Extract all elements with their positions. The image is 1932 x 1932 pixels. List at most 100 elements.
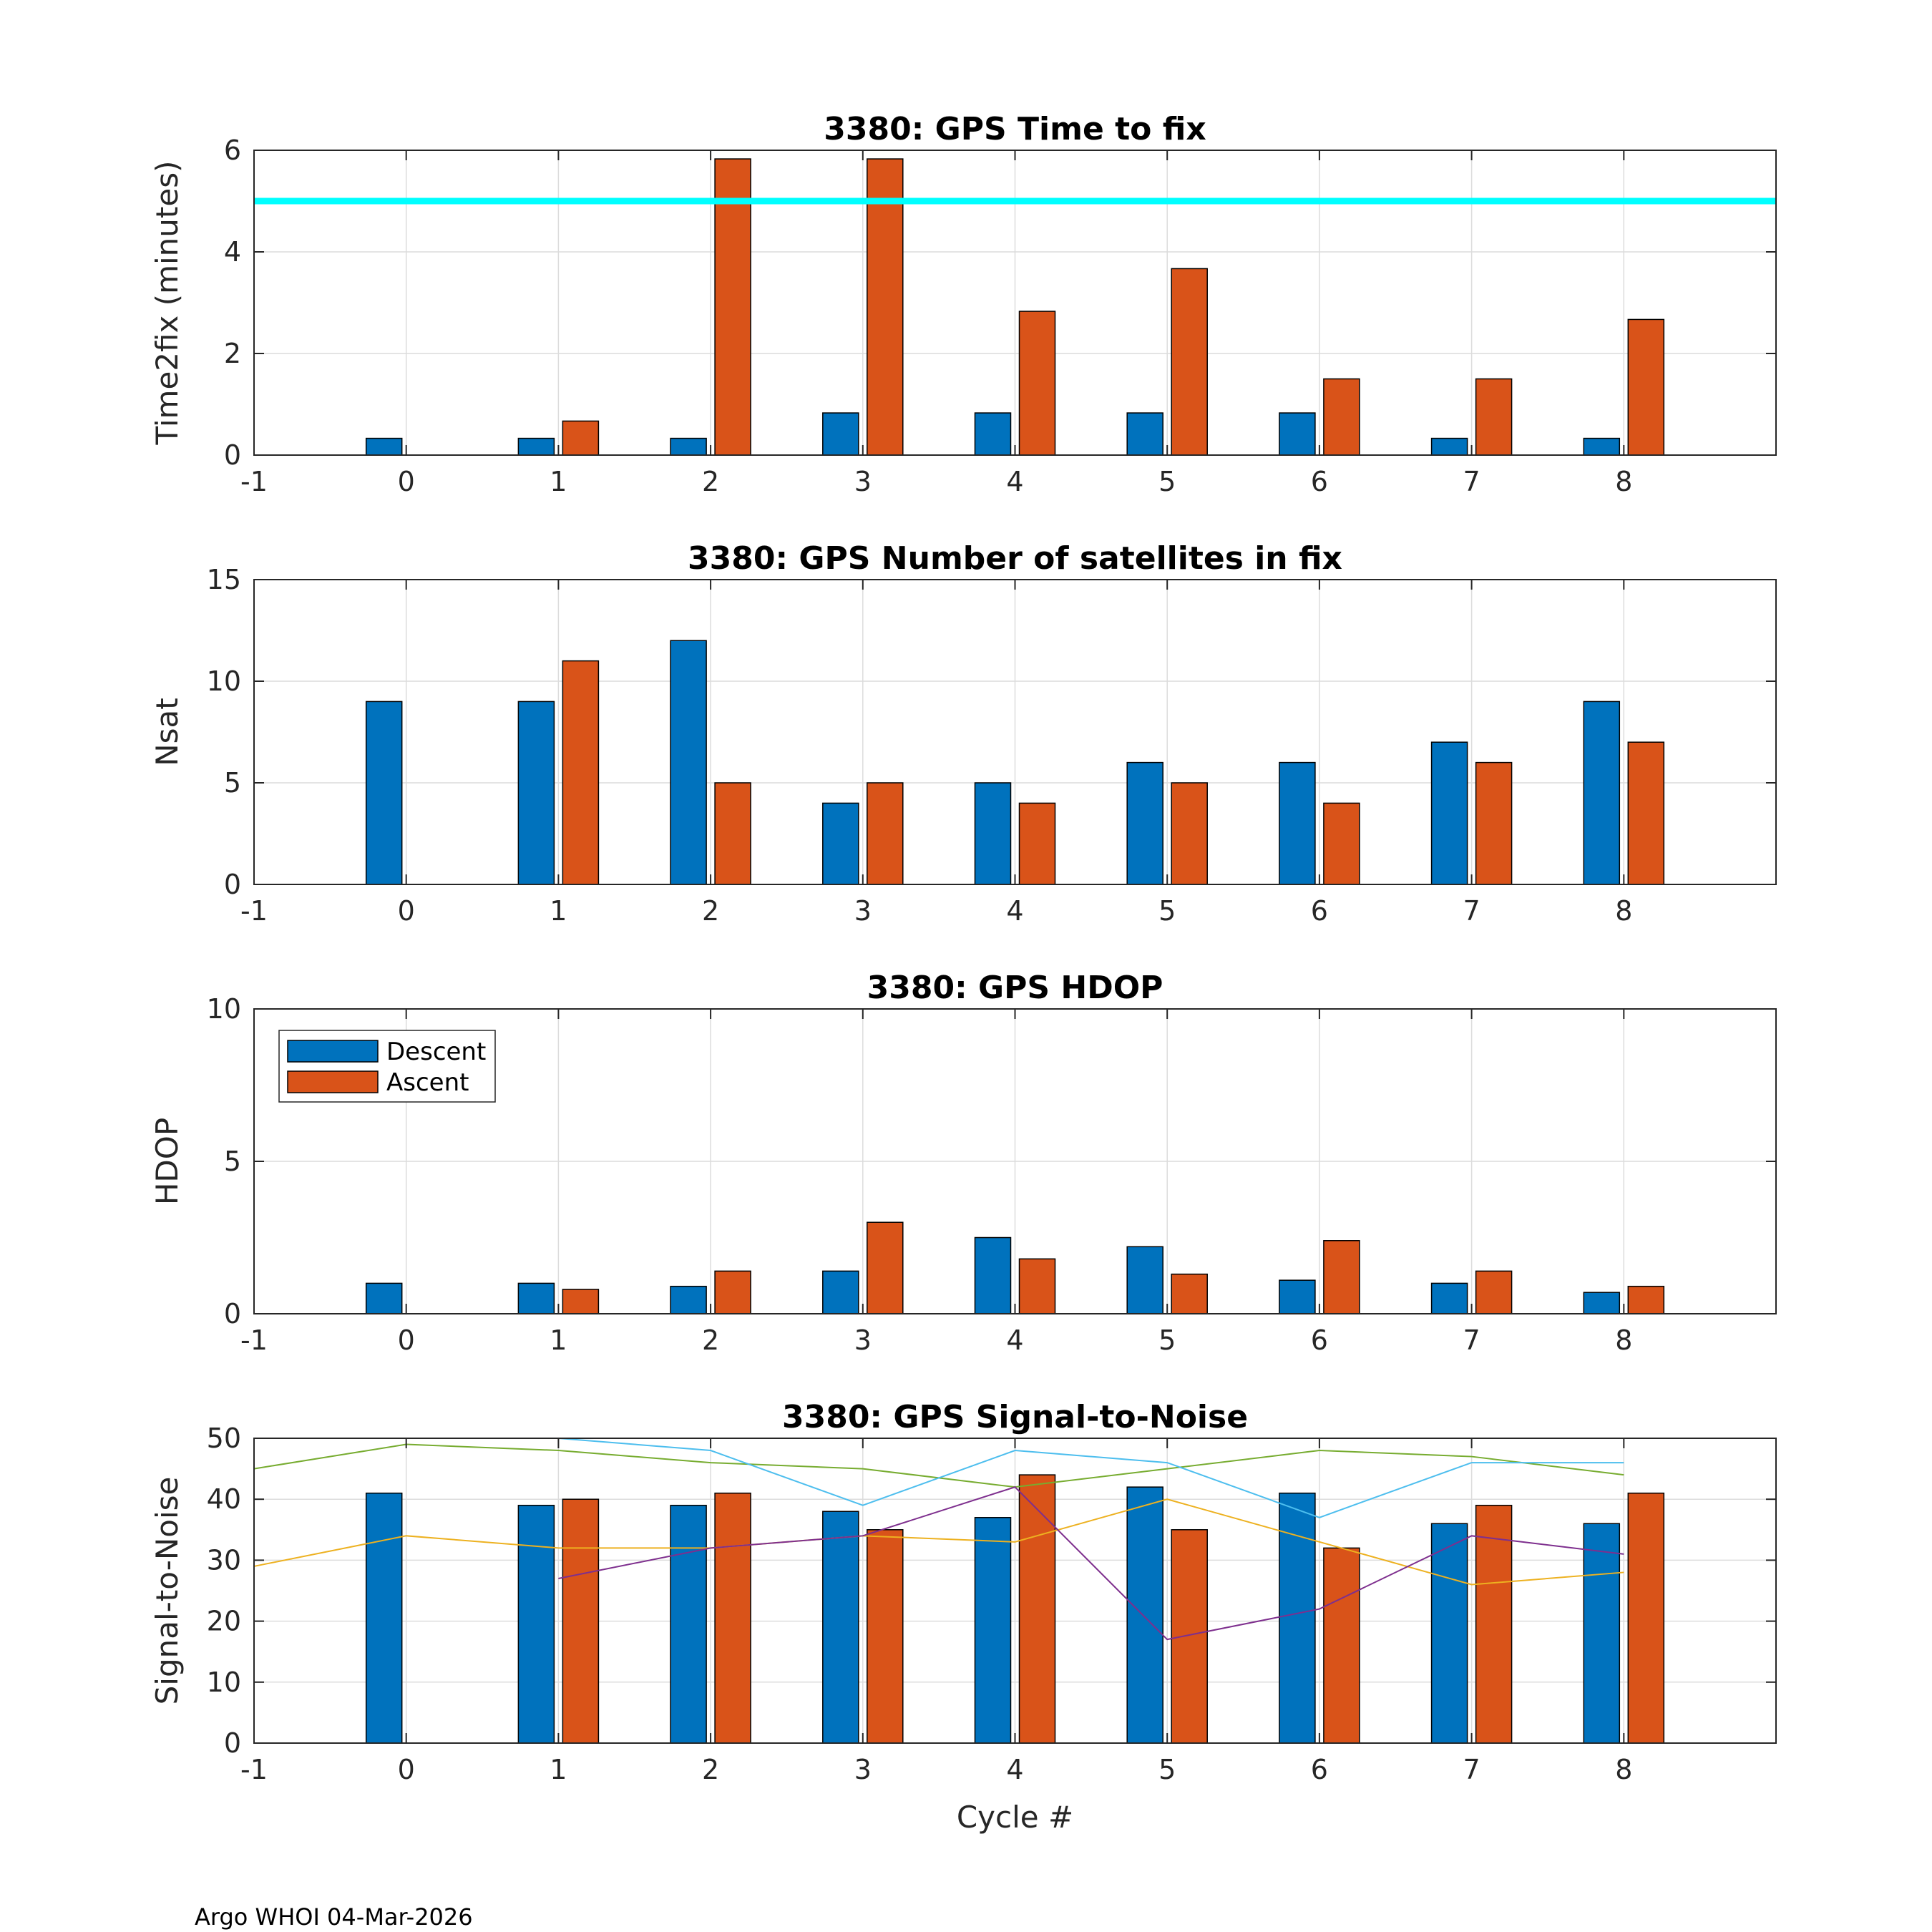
x-tick-label: 3: [854, 895, 872, 927]
x-tick-label: 1: [550, 895, 567, 927]
ascent-bar: [714, 1492, 751, 1744]
ascent-bar: [562, 1498, 600, 1744]
ascent-bar: [1171, 1529, 1208, 1744]
ascent-bar: [1627, 318, 1665, 456]
y-tick-label: 5: [224, 767, 241, 799]
descent-bar: [1126, 412, 1163, 456]
x-tick-label: 8: [1615, 466, 1632, 497]
legend-swatch-descent: [287, 1040, 379, 1063]
ascent-bar: [1018, 1258, 1056, 1314]
x-tick-label: 7: [1463, 1324, 1480, 1356]
descent-bar: [517, 701, 555, 885]
ascent-bar: [1018, 311, 1056, 456]
descent-bar: [1430, 437, 1468, 456]
ascent-bar: [1171, 268, 1208, 456]
legend-label-descent: Descent: [386, 1038, 486, 1066]
descent-bar: [822, 412, 859, 456]
x-tick-label: 5: [1158, 466, 1176, 497]
ascent-bar: [867, 782, 904, 885]
x-tick-label: 3: [854, 1324, 872, 1356]
x-tick-label: 6: [1311, 466, 1328, 497]
x-tick-label: 6: [1311, 895, 1328, 927]
y-tick-label: 10: [207, 1667, 241, 1698]
descent-bar: [1583, 1292, 1621, 1314]
x-tick-label: 7: [1463, 466, 1480, 497]
descent-bar: [1583, 701, 1621, 885]
legend-label-ascent: Ascent: [386, 1068, 469, 1097]
y-tick-label: 15: [207, 564, 241, 595]
descent-bar: [1583, 1523, 1621, 1744]
x-tick-label: 1: [550, 1324, 567, 1356]
descent-bar: [670, 640, 707, 885]
descent-bar: [365, 1282, 403, 1314]
descent-bar: [365, 437, 403, 456]
descent-bar: [974, 412, 1012, 456]
descent-bar: [1583, 437, 1621, 456]
snr-line-3: [253, 1498, 1624, 1586]
ascent-bar: [562, 420, 600, 456]
x-tick-label: 2: [702, 466, 719, 497]
x-tick-label: -1: [240, 466, 268, 497]
y-tick-label: 40: [207, 1483, 241, 1515]
x-tick-label: 1: [550, 1754, 567, 1785]
ascent-bar: [1323, 802, 1360, 885]
chart-title: 3380: GPS Time to fix: [824, 111, 1206, 147]
descent-bar: [1279, 761, 1316, 885]
legend-swatch-ascent: [287, 1070, 379, 1093]
chart-title: 3380: GPS Number of satellites in fix: [688, 540, 1342, 577]
x-tick-label: 0: [398, 1324, 415, 1356]
x-tick-label: 4: [1006, 466, 1023, 497]
descent-bar: [1279, 1492, 1316, 1744]
ascent-bar: [867, 1221, 904, 1314]
y-tick-label: 0: [224, 869, 241, 900]
ascent-bar: [1475, 1504, 1513, 1744]
y-tick-label: 10: [207, 993, 241, 1025]
descent-bar: [1430, 1282, 1468, 1314]
descent-bar: [365, 1492, 403, 1744]
x-tick-label: -1: [240, 1324, 268, 1356]
x-tick-label: 8: [1615, 1754, 1632, 1785]
descent-bar: [517, 437, 555, 456]
chart-title: 3380: GPS Signal-to-Noise: [782, 1399, 1248, 1435]
y-tick-label: 6: [224, 135, 241, 166]
ascent-bar: [1323, 1547, 1360, 1744]
y-tick-label: 50: [207, 1423, 241, 1454]
descent-bar: [1126, 1246, 1163, 1314]
descent-bar: [822, 1511, 859, 1744]
x-tick-label: 4: [1006, 1324, 1023, 1356]
x-axis-label: Cycle #: [957, 1800, 1073, 1835]
ascent-bar: [1171, 782, 1208, 885]
descent-bar: [1430, 1523, 1468, 1744]
x-tick-label: 0: [398, 466, 415, 497]
descent-bar: [517, 1282, 555, 1314]
descent-bar: [1279, 412, 1316, 456]
x-tick-label: 0: [398, 895, 415, 927]
descent-bar: [670, 1285, 707, 1314]
ascent-bar: [714, 782, 751, 885]
x-tick-label: 2: [702, 895, 719, 927]
chart-title: 3380: GPS HDOP: [867, 970, 1163, 1006]
y-tick-label: 0: [224, 439, 241, 471]
descent-bar: [517, 1504, 555, 1744]
ascent-bar: [1475, 761, 1513, 885]
descent-bar: [1126, 1486, 1163, 1744]
x-tick-label: 0: [398, 1754, 415, 1785]
x-tick-label: -1: [240, 895, 268, 927]
ascent-bar: [1018, 1474, 1056, 1744]
x-tick-label: 2: [702, 1754, 719, 1785]
descent-bar: [670, 1504, 707, 1744]
descent-bar: [974, 1236, 1012, 1314]
x-tick-label: 4: [1006, 895, 1023, 927]
y-axis-label: Nsat: [150, 698, 185, 766]
x-tick-label: 5: [1158, 895, 1176, 927]
descent-bar: [1430, 741, 1468, 885]
descent-bar: [1126, 761, 1163, 885]
x-tick-label: 3: [854, 1754, 872, 1785]
ascent-bar: [1627, 1492, 1665, 1744]
x-tick-label: 6: [1311, 1754, 1328, 1785]
x-tick-label: 8: [1615, 1324, 1632, 1356]
